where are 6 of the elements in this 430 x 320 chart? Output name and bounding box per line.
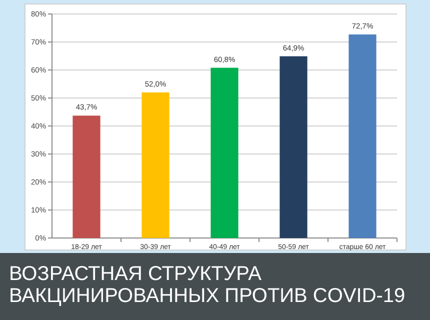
bar	[72, 116, 100, 238]
text: ВОЗРАСТНАЯ СТРУКТУРА ВАКЦИНИРОВАННЫХ ПРОТИВ COVID-19	[9, 263, 406, 307]
bar	[348, 34, 376, 238]
bar	[280, 56, 308, 238]
bar	[142, 92, 170, 238]
bar	[210, 68, 238, 238]
